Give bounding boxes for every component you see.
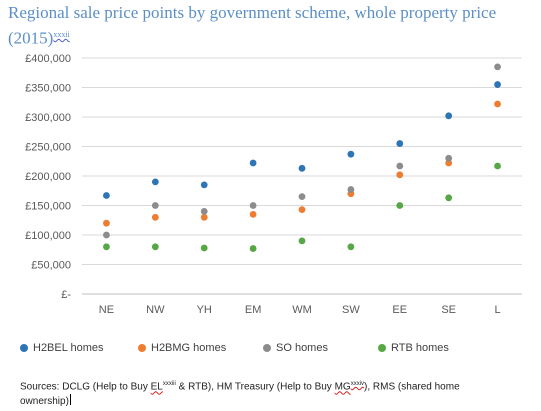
source-note: Sources: DCLG (Help to Buy ELxxxiii & RT… xyxy=(20,377,500,409)
data-point-rtb-homes xyxy=(249,245,257,252)
data-point-h2bel-homes xyxy=(298,164,306,172)
y-tick-label: £250,000 xyxy=(25,142,71,154)
data-point-rtb-homes xyxy=(103,243,110,251)
data-point-h2bmg-homes xyxy=(249,210,257,218)
legend-item-h2bel-homes: H2BEL homes xyxy=(20,342,104,354)
y-tick-label: £50,000 xyxy=(31,260,71,272)
legend-marker xyxy=(263,344,271,352)
title-footnote-ref: xxxii xyxy=(53,30,70,39)
data-point-so-homes xyxy=(151,202,159,209)
legend-label: SO homes xyxy=(276,342,328,354)
data-point-h2bel-homes xyxy=(396,140,404,147)
source-suffix: ), RMS (shared home ownership) xyxy=(20,381,460,408)
data-point-h2bmg-homes xyxy=(200,213,208,221)
text-cursor xyxy=(69,394,71,406)
source-mg-footnote: xxxiv xyxy=(350,381,365,387)
data-point-h2bel-homes xyxy=(151,178,159,186)
y-tick-label: £300,000 xyxy=(25,112,71,124)
data-point-rtb-homes xyxy=(494,162,501,170)
source-prefix: Sources: DCLG (Help to Buy xyxy=(20,381,151,393)
data-point-h2bmg-homes xyxy=(494,100,501,108)
x-tick-label: WM xyxy=(292,304,312,316)
data-point-so-homes xyxy=(103,231,110,239)
source-mg: MG xyxy=(334,381,351,393)
data-point-so-homes xyxy=(347,186,355,193)
legend-item-rtb-homes: RTB homes xyxy=(378,342,449,354)
data-point-rtb-homes xyxy=(347,243,355,251)
data-point-rtb-homes xyxy=(396,202,404,209)
chart-title: Regional sale price points by government… xyxy=(8,2,528,50)
chart-title-text: Regional sale price points by government… xyxy=(8,3,497,48)
y-tick-label: £400,000 xyxy=(25,53,71,65)
source-el: EL xyxy=(150,381,163,393)
x-tick-label: L xyxy=(494,304,500,316)
data-point-h2bmg-homes xyxy=(445,159,453,167)
x-tick-label: SW xyxy=(342,304,360,316)
legend-marker xyxy=(20,344,28,352)
legend-label: H2BEL homes xyxy=(33,342,104,354)
legend-label: RTB homes xyxy=(391,342,449,354)
data-point-h2bel-homes xyxy=(445,112,453,120)
x-tick-label: NE xyxy=(99,304,114,316)
data-point-rtb-homes xyxy=(445,194,453,202)
x-tick-label: NW xyxy=(146,304,165,316)
legend-marker xyxy=(138,344,146,352)
x-tick-label: EE xyxy=(392,304,407,316)
data-point-so-homes xyxy=(494,63,501,71)
data-point-so-homes xyxy=(298,193,306,201)
y-tick-label: £350,000 xyxy=(25,83,71,95)
source-el-footnote: xxxiii xyxy=(162,381,176,387)
legend-item-so-homes: SO homes xyxy=(263,342,328,354)
y-tick-label: £200,000 xyxy=(25,171,71,183)
data-point-h2bmg-homes xyxy=(396,171,404,179)
data-point-h2bel-homes xyxy=(494,81,501,88)
data-point-h2bmg-homes xyxy=(151,213,159,221)
data-point-so-homes xyxy=(445,154,453,162)
y-tick-label: £150,000 xyxy=(25,201,71,213)
x-tick-label: EM xyxy=(245,304,262,316)
y-tick-label: £- xyxy=(61,289,71,301)
legend-item-h2bmg-homes: H2BMG homes xyxy=(138,342,226,354)
data-point-h2bmg-homes xyxy=(298,206,306,214)
y-tick-label: £100,000 xyxy=(25,230,71,242)
x-tick-label: YH xyxy=(197,304,212,316)
data-point-so-homes xyxy=(200,208,208,215)
data-point-so-homes xyxy=(396,162,404,170)
data-point-so-homes xyxy=(249,202,257,209)
data-point-h2bel-homes xyxy=(347,150,355,158)
source-mid: & RTB), HM Treasury (Help to Buy xyxy=(175,381,335,393)
data-point-h2bel-homes xyxy=(200,181,208,189)
data-point-h2bel-homes xyxy=(249,159,257,167)
data-point-h2bel-homes xyxy=(103,192,110,199)
x-tick-label: SE xyxy=(441,304,456,316)
legend-marker xyxy=(378,344,386,352)
legend-label: H2BMG homes xyxy=(151,342,227,354)
data-point-h2bmg-homes xyxy=(103,219,110,227)
data-point-rtb-homes xyxy=(151,243,159,251)
data-point-rtb-homes xyxy=(200,244,208,252)
data-point-rtb-homes xyxy=(298,237,306,245)
